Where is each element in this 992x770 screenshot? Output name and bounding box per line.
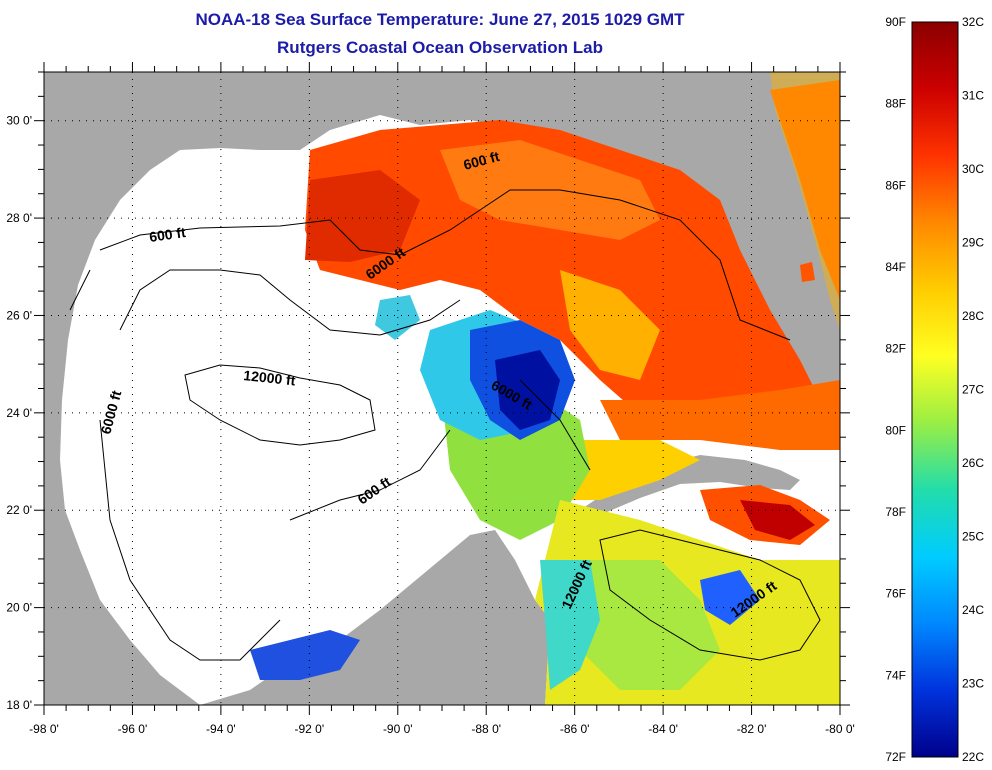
axis-ticks <box>34 62 850 715</box>
contour-6000ft <box>99 269 591 661</box>
longitude-labels: -98 0' -96 0' -94 0' -92 0' -90 0' -88 0' -86 … <box>29 722 855 736</box>
lat-label: 24 0' <box>6 406 32 420</box>
lon-label: -86 0' <box>560 722 590 736</box>
lon-label: -92 0' <box>295 722 325 736</box>
colorbar-f-label: 88F <box>885 97 906 111</box>
colorbar-c-label: 23C <box>962 677 984 691</box>
colorbar-f-label: 78F <box>885 505 906 519</box>
colorbar-c-label: 25C <box>962 530 984 544</box>
lat-label: 18 0' <box>6 698 32 712</box>
colorbar-c-label: 28C <box>962 309 984 323</box>
colorbar-fahrenheit-labels: 90F 88F 86F 84F 82F 80F 78F 76F 74F 72F <box>885 15 906 764</box>
grid-lines <box>44 72 840 705</box>
contour-600ft <box>69 189 791 521</box>
colorbar-f-label: 82F <box>885 342 906 356</box>
lon-label: -80 0' <box>825 722 855 736</box>
lon-label: -82 0' <box>737 722 767 736</box>
colorbar-c-label: 32C <box>962 15 984 29</box>
lat-label: 22 0' <box>6 503 32 517</box>
contour-label: 600 ft <box>148 224 187 245</box>
colorbar-f-label: 86F <box>885 178 906 192</box>
lat-label: 30 0' <box>6 114 32 128</box>
florida-land <box>720 160 835 380</box>
contour-12000ft <box>184 364 821 661</box>
colorbar-f-label: 80F <box>885 423 906 437</box>
contour-label: 12000 ft <box>243 367 297 388</box>
colorbar-f-label: 84F <box>885 260 906 274</box>
lon-label: -90 0' <box>383 722 413 736</box>
colorbar-f-label: 76F <box>885 587 906 601</box>
lon-label: -94 0' <box>206 722 236 736</box>
sst-data <box>250 80 840 705</box>
map-title: NOAA-18 Sea Surface Temperature: June 27… <box>195 10 685 29</box>
map-subtitle: Rutgers Coastal Ocean Observation Lab <box>277 38 603 57</box>
lat-label: 26 0' <box>6 308 32 322</box>
colorbar-c-label: 24C <box>962 603 984 617</box>
colorbar-f-label: 72F <box>885 750 906 764</box>
latitude-labels: 18 0' 20 0' 22 0' 24 0' 26 0' 28 0' 30 0' <box>6 114 32 712</box>
cuba-land <box>565 455 800 520</box>
colorbar-c-label: 26C <box>962 456 984 470</box>
lat-label: 28 0' <box>6 211 32 225</box>
colorbar-c-label: 31C <box>962 89 984 103</box>
colorbar <box>911 21 959 758</box>
colorbar-c-label: 29C <box>962 236 984 250</box>
lon-label: -88 0' <box>471 722 501 736</box>
lon-label: -96 0' <box>118 722 148 736</box>
colorbar-f-label: 90F <box>885 15 906 29</box>
colorbar-f-label: 74F <box>885 668 906 682</box>
lon-label: -98 0' <box>29 722 59 736</box>
lon-label: -84 0' <box>648 722 678 736</box>
colorbar-c-label: 30C <box>962 162 984 176</box>
colorbar-c-label: 27C <box>962 383 984 397</box>
lat-label: 20 0' <box>6 601 32 615</box>
colorbar-c-label: 22C <box>962 750 984 764</box>
colorbar-celsius-labels: 32C 31C 30C 29C 28C 27C 26C 25C 24C 23C 22C <box>962 15 984 764</box>
